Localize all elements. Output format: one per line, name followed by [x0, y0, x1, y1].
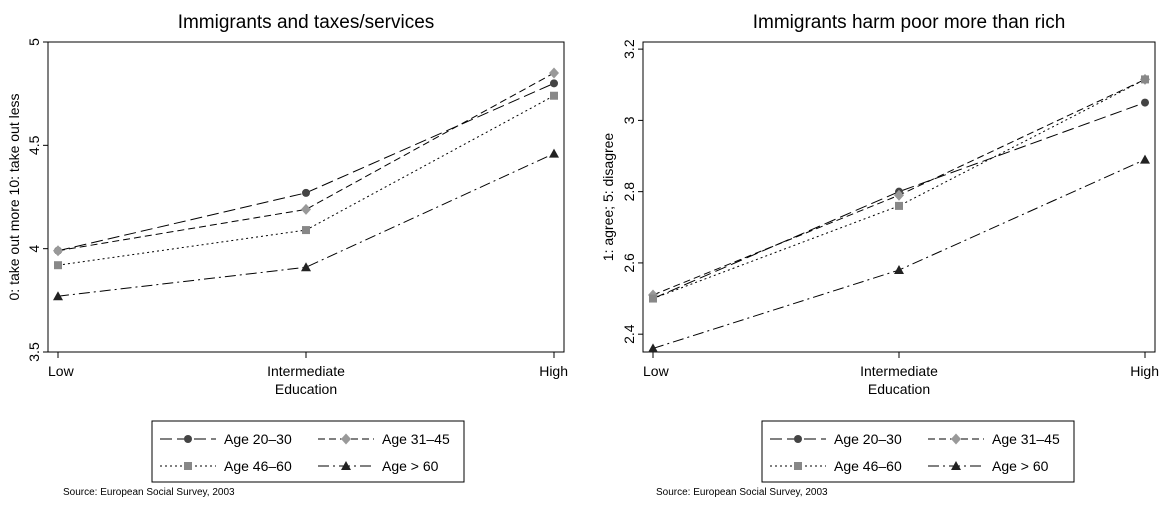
chart-harm: Immigrants harm poor more than rich 2.4 2.… [600, 12, 1159, 483]
legend-item-age-20-30: Age 20–30 [160, 431, 292, 447]
legend-label: Age > 60 [992, 458, 1049, 474]
data-point [302, 226, 310, 235]
series-line [652, 102, 1146, 300]
data-point [53, 245, 63, 257]
x-tick-label-intermediate: Intermediate [860, 363, 938, 379]
chart-taxes: Immigrants and taxes/services 3.5 4 4.5 5 0: … [6, 12, 568, 483]
legend-label: Age 31–45 [382, 431, 450, 447]
legend-item-age-46-60: Age 46–60 [160, 458, 292, 474]
series-line [57, 82, 555, 252]
x-axis-label: Education [275, 381, 337, 397]
series-line [57, 95, 555, 266]
y-axis-label: 1: agree; 5: disagree [600, 133, 616, 262]
legend-marker [341, 433, 351, 445]
legend-label: Age 46–60 [834, 458, 902, 474]
data-point [1141, 75, 1149, 84]
data-point [895, 201, 903, 210]
y-tick-label: 3.5 [26, 342, 42, 362]
x-axis-label: Education [868, 381, 930, 397]
legend-label: Age 46–60 [224, 458, 292, 474]
legend: Age 20–30 Age 31–45 Age 46–60 Age > 60 [761, 420, 1075, 483]
legend-item-age-31-45: Age 31–45 [318, 431, 450, 447]
legend-box [151, 420, 465, 483]
series-age-46-60 [649, 75, 1149, 303]
legend-marker [794, 435, 802, 443]
legend-box [761, 420, 1075, 483]
data-point [894, 189, 904, 201]
legend-marker [184, 435, 192, 443]
data-point [549, 148, 559, 158]
x-tick-label-low: Low [48, 363, 75, 379]
legend-label: Age 20–30 [224, 431, 292, 447]
legend-marker [951, 433, 961, 445]
plot-area [47, 41, 565, 353]
chart-panel-harm: Immigrants harm poor more than rich 2.4 2.… [587, 0, 1174, 507]
data-point [302, 188, 310, 197]
x-tick-label-high: High [1130, 363, 1159, 379]
series-line [57, 153, 555, 297]
legend-item-age-46-60: Age 46–60 [770, 458, 902, 474]
data-point [550, 91, 558, 100]
data-point [1140, 154, 1150, 164]
y-axis-label: 0: take out more 10: take out less [6, 93, 22, 300]
y-tick-label: 2.4 [621, 324, 637, 344]
legend-label: Age 31–45 [992, 431, 1060, 447]
series-age-46-60 [54, 91, 558, 270]
legend-marker [184, 462, 192, 470]
legend-marker [794, 462, 802, 470]
legend-item-age-31-45: Age 31–45 [928, 431, 1060, 447]
data-point [301, 203, 311, 215]
data-point [54, 261, 62, 270]
y-tick-label: 4 [26, 245, 42, 253]
data-point [549, 67, 559, 79]
source-note: Source: European Social Survey, 2003 [656, 487, 828, 498]
y-tick-label: 3.2 [621, 39, 637, 59]
y-tick-label: 5 [26, 38, 42, 46]
chart-panel-taxes: Immigrants and taxes/services 3.5 4 4.5 5 0: … [0, 0, 587, 507]
series-age-60 [53, 148, 559, 301]
y-tick-label: 2.6 [621, 253, 637, 273]
x-tick-label-high: High [539, 363, 568, 379]
data-point [550, 79, 558, 88]
x-tick-label-intermediate: Intermediate [267, 363, 345, 379]
source-note: Source: European Social Survey, 2003 [63, 487, 235, 498]
chart-title: Immigrants harm poor more than rich [753, 12, 1066, 33]
series-line [57, 72, 555, 252]
series-age-31-45 [53, 67, 559, 257]
legend-item-age-60: Age > 60 [318, 458, 439, 474]
legend-marker [951, 461, 961, 470]
y-tick-label: 3 [621, 116, 637, 124]
data-point [649, 294, 657, 303]
legend-label: Age 20–30 [834, 431, 902, 447]
data-point [301, 262, 311, 272]
legend: Age 20–30 Age 31–45 Age 46–60 Age > 60 [151, 420, 465, 483]
data-point [648, 343, 658, 353]
y-tick-label: 2.8 [621, 182, 637, 202]
data-point [894, 265, 904, 275]
chart-title: Immigrants and taxes/services [178, 12, 435, 33]
legend-item-age-60: Age > 60 [928, 458, 1049, 474]
data-point [53, 291, 63, 301]
series-age-60 [648, 154, 1150, 353]
legend-label: Age > 60 [382, 458, 439, 474]
data-point [1141, 98, 1149, 107]
y-tick-label: 4.5 [26, 135, 42, 155]
legend-item-age-20-30: Age 20–30 [770, 431, 902, 447]
series-line [652, 78, 1146, 296]
x-tick-label-low: Low [643, 363, 670, 379]
legend-marker [341, 461, 351, 470]
